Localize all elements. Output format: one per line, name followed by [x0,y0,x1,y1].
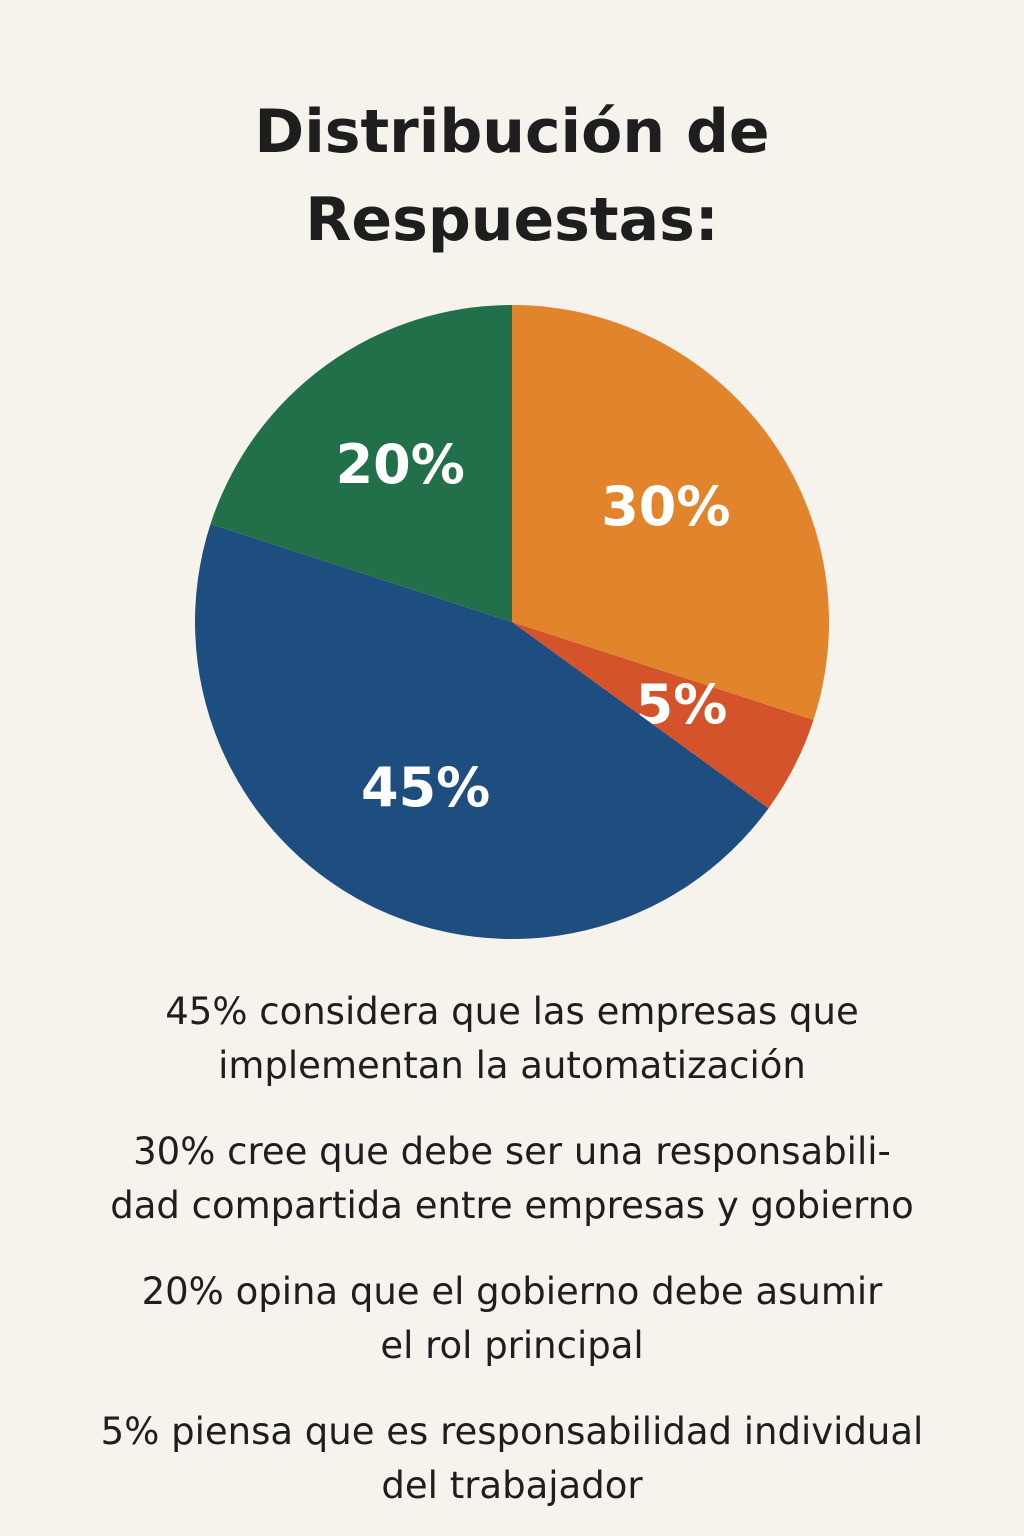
slice-label: 30% [601,475,730,538]
note-line: 5% piensa que es responsabilidad individ… [100,1410,924,1453]
note-line: el rol principal [380,1324,644,1367]
note: 45% considera que las empresas que implem… [40,985,984,1093]
notes: 45% considera que las empresas que implem… [40,985,984,1536]
pie-slice [194,524,769,940]
note-line: 30% cree que debe ser una responsabili- [133,1130,891,1173]
note-line: implementan la automatización [218,1044,806,1087]
note: 5% piensa que es responsabilidad individ… [40,1405,984,1513]
slice-label: 20% [336,433,465,496]
note-line: dad compartida entre empresas y gobierno [110,1184,914,1227]
chart: 30%5%45%20% [194,305,830,940]
note: 20% opina que el gobierno debe asumir el … [40,1265,984,1373]
note-line: 45% considera que las empresas que [165,990,859,1033]
note: 30% cree que debe ser una responsabili-d… [40,1125,984,1233]
pie-slice [512,622,814,809]
pie-slice [512,305,830,720]
pie-slice [210,305,513,622]
note-line: del trabajador [381,1464,643,1507]
slice-label: 45% [361,756,490,819]
chart-title: Distribución de Respuestas: [254,97,770,255]
note-line: 20% opina que el gobierno debe asumir [141,1270,883,1313]
